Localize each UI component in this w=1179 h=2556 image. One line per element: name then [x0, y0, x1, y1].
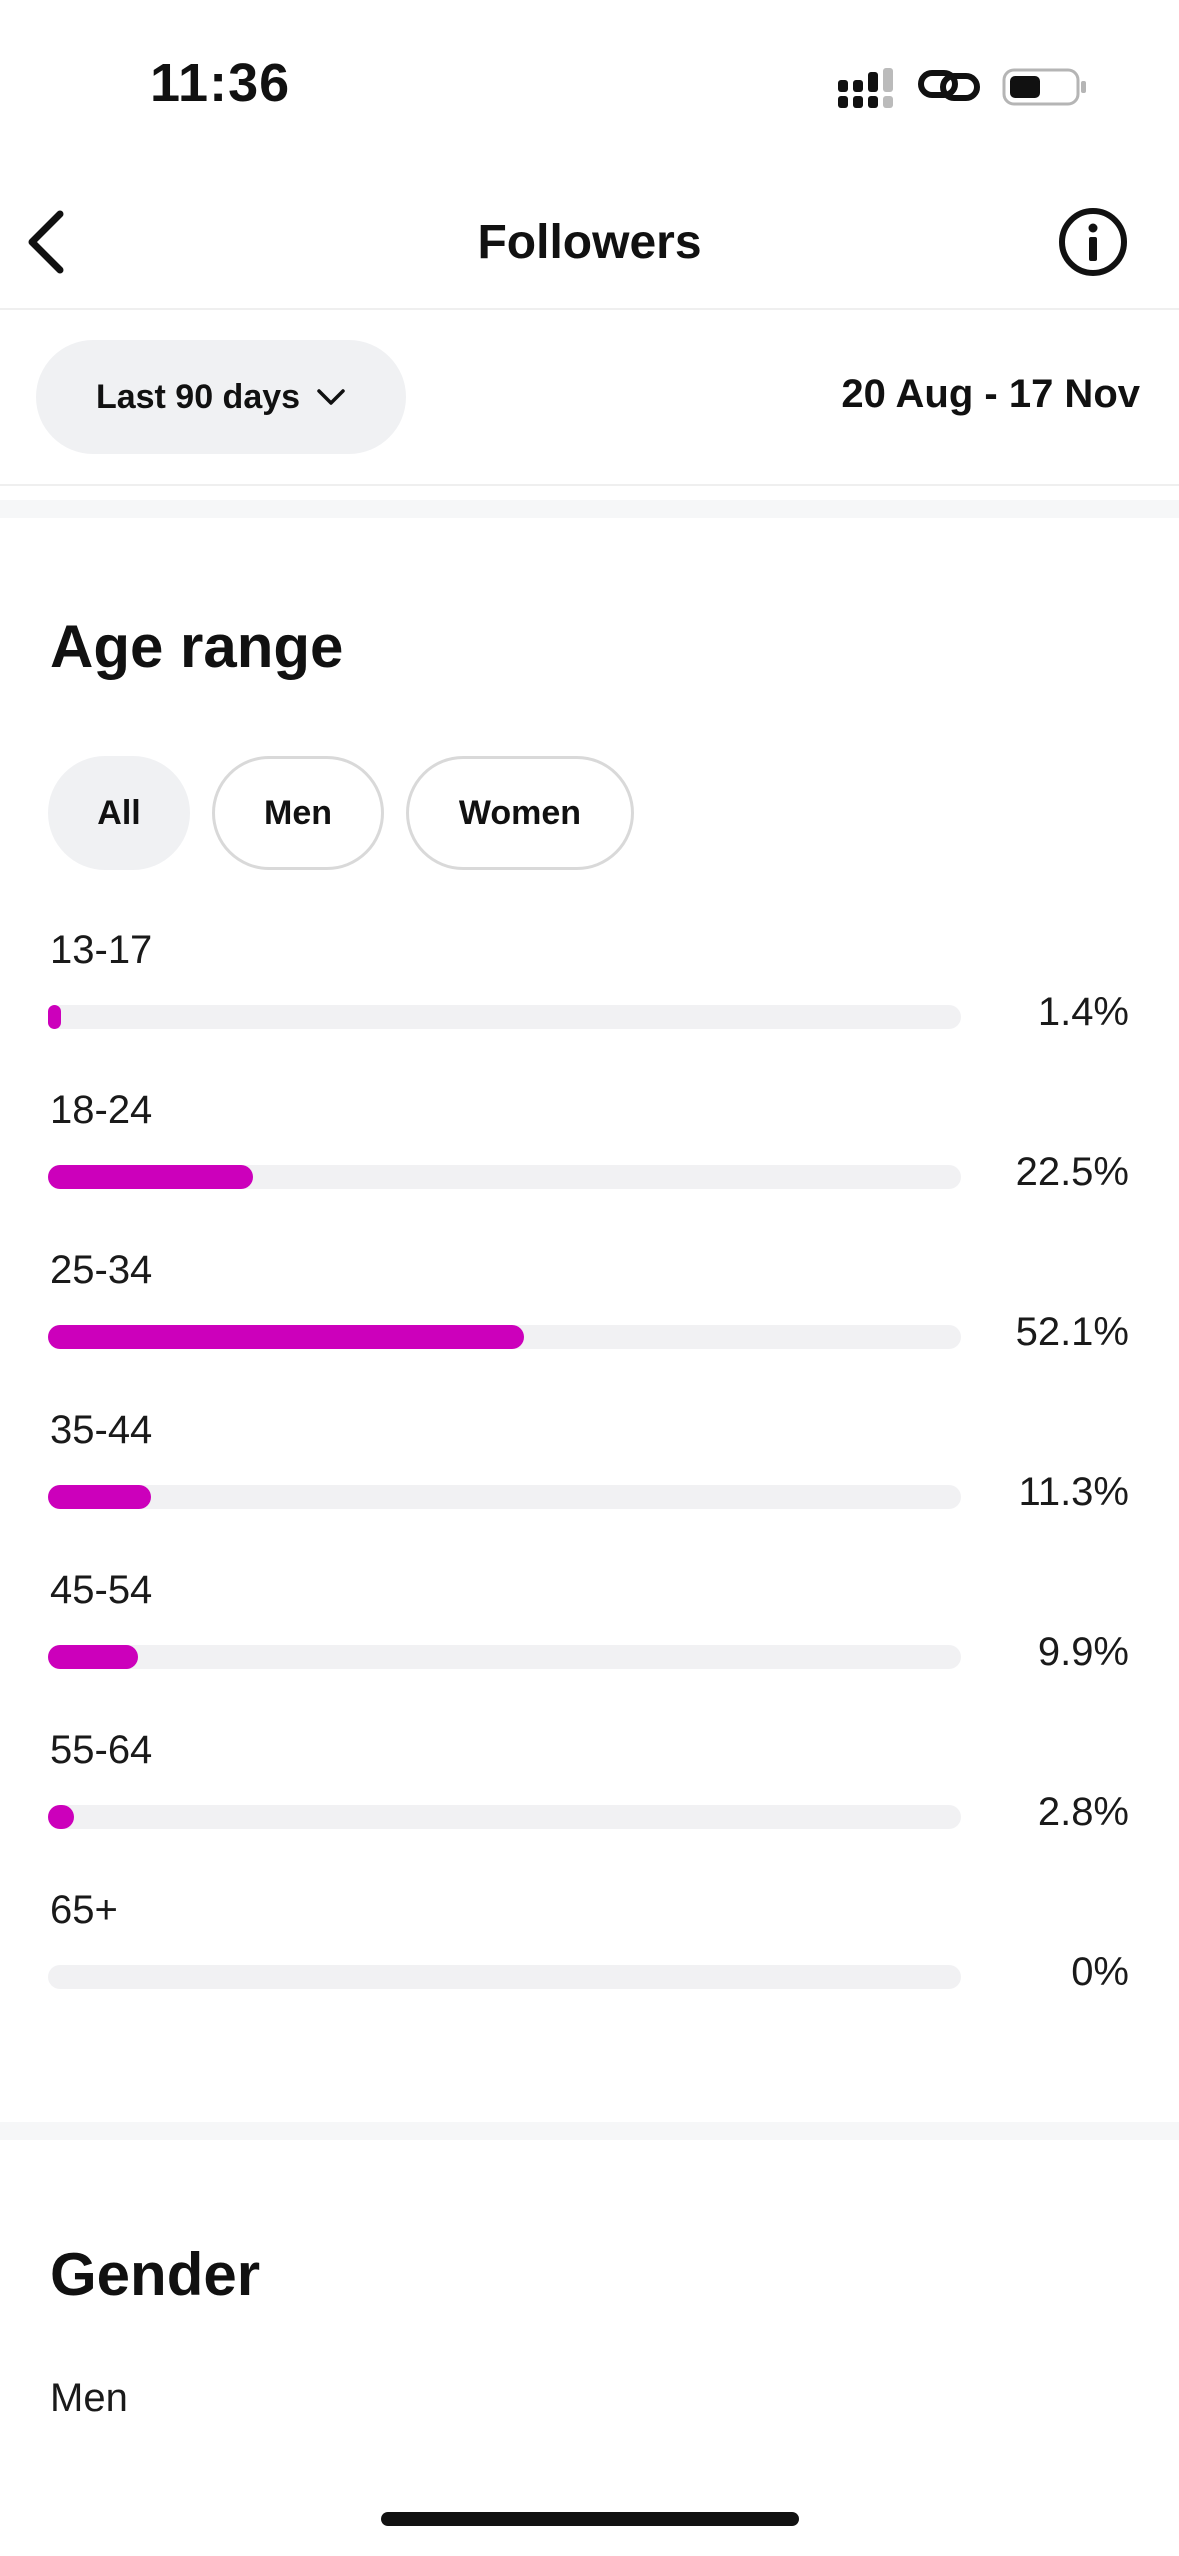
age-row-18-24: 18-24 22.5%	[0, 1088, 1179, 1248]
age-percent: 11.3%	[1018, 1470, 1129, 1514]
age-label: 25-34	[50, 1248, 153, 1292]
cellular-signal-icon	[838, 68, 893, 108]
age-bar-fill	[48, 1165, 254, 1189]
date-range-dropdown[interactable]: Last 90 days	[36, 340, 406, 454]
age-bar-track	[48, 1965, 961, 1989]
info-button[interactable]	[1058, 207, 1128, 277]
gender-title: Gender	[50, 2241, 261, 2308]
status-time: 11:36	[150, 53, 291, 113]
age-percent: 0%	[1071, 1950, 1129, 1994]
age-row-45-54: 45-54 9.9%	[0, 1568, 1179, 1728]
section-separator	[0, 2122, 1179, 2140]
home-indicator	[381, 2512, 799, 2526]
age-bar-track	[48, 1485, 961, 1509]
age-bar-track	[48, 1165, 961, 1189]
age-percent: 52.1%	[1015, 1310, 1129, 1354]
segment-men-button[interactable]: Men	[212, 756, 384, 870]
date-range-dropdown-label: Last 90 days	[95, 377, 301, 416]
age-bar-fill	[48, 1485, 152, 1509]
age-row-13-17: 13-17 1.4%	[0, 928, 1179, 1088]
age-bar-fill	[48, 1325, 524, 1349]
age-bar-fill	[48, 1805, 74, 1829]
gender-label-men: Men	[50, 2376, 128, 2420]
age-percent: 2.8%	[1037, 1790, 1129, 1834]
age-label: 55-64	[50, 1728, 153, 1772]
segment-all-button[interactable]: All	[48, 756, 190, 870]
page-title: Followers	[477, 216, 702, 269]
segment-women-button[interactable]: Women	[406, 756, 634, 870]
age-row-55-64: 55-64 2.8%	[0, 1728, 1179, 1888]
age-range-title: Age range	[50, 613, 344, 680]
header-divider	[0, 308, 1179, 310]
age-percent: 22.5%	[1015, 1150, 1129, 1194]
date-range-text: 20 Aug - 17 Nov	[841, 372, 1140, 416]
age-label: 18-24	[50, 1088, 153, 1132]
age-bar-track	[48, 1005, 961, 1029]
battery-icon	[1002, 68, 1086, 106]
age-label: 45-54	[50, 1568, 153, 1612]
age-bar-track	[48, 1805, 961, 1829]
age-bar-fill	[48, 1005, 61, 1029]
age-bar-track	[48, 1645, 961, 1669]
section-separator	[0, 500, 1179, 518]
age-row-35-44: 35-44 11.3%	[0, 1408, 1179, 1568]
filter-divider	[0, 484, 1179, 486]
chevron-down-icon	[317, 389, 345, 405]
age-row-25-34: 25-34 52.1%	[0, 1248, 1179, 1408]
back-button[interactable]	[20, 206, 80, 278]
age-label: 65+	[50, 1888, 118, 1932]
age-row-65plus: 65+ 0%	[0, 1888, 1179, 2048]
age-label: 13-17	[50, 928, 153, 972]
age-percent: 1.4%	[1037, 990, 1129, 1034]
age-label: 35-44	[50, 1408, 153, 1452]
age-percent: 9.9%	[1037, 1630, 1129, 1674]
age-bar-track	[48, 1325, 961, 1349]
personal-hotspot-icon	[918, 70, 980, 101]
age-bar-fill	[48, 1645, 139, 1669]
